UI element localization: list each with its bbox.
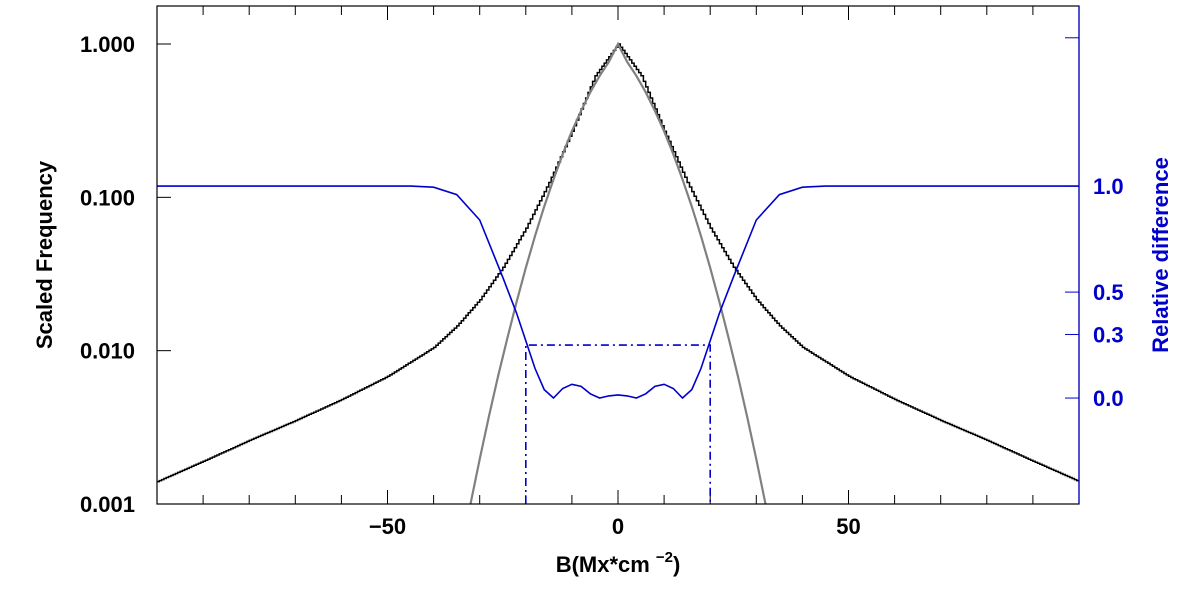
y-right-tick-labels: 0.0 0.3 0.5 1.0 bbox=[1093, 174, 1124, 411]
x-tick-label: −50 bbox=[369, 514, 406, 539]
series-layer bbox=[157, 41, 1079, 504]
y-right-tick-label: 0.5 bbox=[1093, 280, 1124, 305]
threshold-dashdot-line bbox=[525, 344, 711, 504]
histogram-series bbox=[157, 43, 1079, 483]
y-left-tick-label: 1.000 bbox=[80, 32, 135, 57]
relative-difference-series bbox=[157, 185, 1079, 400]
y-right-tick-label: 0.0 bbox=[1093, 386, 1124, 411]
y-left-tick-labels: 0.001 0.010 0.100 1.000 bbox=[80, 32, 135, 517]
tick-marks bbox=[157, 6, 1079, 505]
x-tick-label: 50 bbox=[836, 514, 860, 539]
x-tick-labels: −50 0 50 bbox=[369, 514, 861, 539]
y-right-tick-label: 1.0 bbox=[1093, 174, 1124, 199]
x-axis-title: B(Mx*cm −2) bbox=[556, 549, 681, 577]
y-left-tick-label: 0.010 bbox=[80, 339, 135, 364]
y-left-tick-label: 0.100 bbox=[80, 185, 135, 210]
y-left-axis-title: Scaled Frequency bbox=[32, 160, 57, 349]
x-tick-label: 0 bbox=[612, 514, 624, 539]
y-left-tick-label: 0.001 bbox=[80, 492, 135, 517]
gaussian-fit-series bbox=[469, 41, 767, 504]
y-right-tick-label: 0.3 bbox=[1093, 322, 1124, 347]
plot-frame bbox=[156, 5, 1080, 505]
y-right-axis-title: Relative difference bbox=[1148, 157, 1173, 353]
